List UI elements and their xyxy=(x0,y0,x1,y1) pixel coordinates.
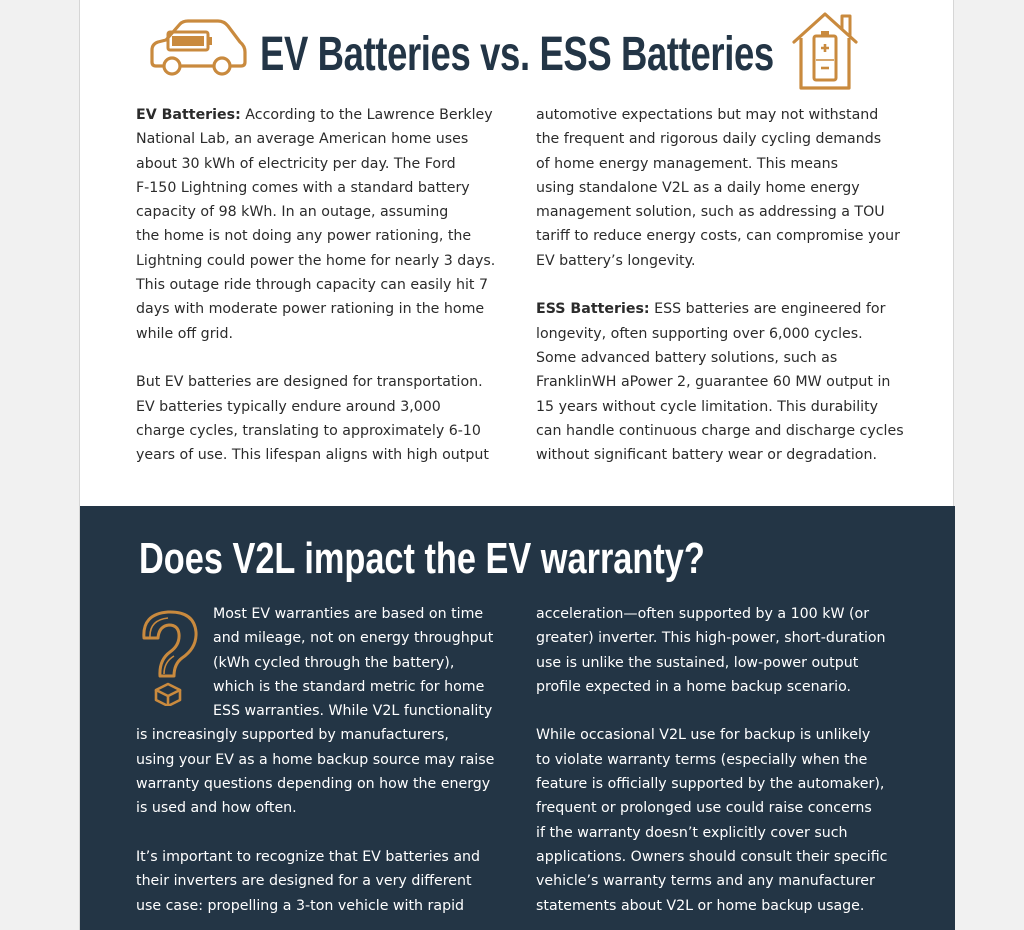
text-line: warranty questions depending on how the … xyxy=(136,776,491,793)
warranty-paragraph-2: It’s important to recognize that EV batt… xyxy=(136,845,506,918)
text-line: capacity of 98 kWh. In an outage, assumi… xyxy=(136,204,449,221)
text-line: It’s important to recognize that EV batt… xyxy=(136,848,481,865)
text-line: use case: propelling a 3-ton vehicle wit… xyxy=(136,897,465,914)
text-line: (kWh cycled through the battery), xyxy=(213,654,455,671)
warranty-heading: Does V2L impact the EV warranty? xyxy=(139,534,705,583)
text-line: can handle continuous charge and dischar… xyxy=(536,422,904,439)
text-line: 15 years without cycle limitation. This … xyxy=(536,398,879,415)
ev-car-battery-icon xyxy=(150,19,247,76)
ev-batteries-label: EV Batteries: xyxy=(136,107,241,123)
text-line: if the warranty doesn’t explicitly cover… xyxy=(536,824,848,841)
left-column: EV Batteries: According to the Lawrence … xyxy=(136,103,506,467)
text-line: National Lab, an average American home u… xyxy=(136,131,469,148)
text-line: ESS batteries are engineered for xyxy=(649,301,886,318)
text-line: without significant battery wear or degr… xyxy=(536,447,877,464)
text-line: the frequent and rigorous daily cycling … xyxy=(536,131,882,148)
text-line: applications. Owners should consult thei… xyxy=(536,848,888,865)
text-line: is increasingly supported by manufacture… xyxy=(136,727,449,744)
text-line: acceleration—often supported by a 100 kW… xyxy=(536,606,870,622)
text-line: According to the Lawrence Berkley xyxy=(240,107,493,123)
text-line: FranklinWH aPower 2, guarantee 60 MW out… xyxy=(536,374,891,391)
text-line: which is the standard metric for home xyxy=(213,678,485,695)
text-line: EV batteries typically endure around 3,0… xyxy=(136,398,441,415)
text-line: years of use. This lifespan aligns with … xyxy=(136,447,489,464)
text-line: profile expected in a home backup scenar… xyxy=(536,678,852,695)
text-line: greater) inverter. This high-power, shor… xyxy=(536,630,886,647)
text-line: tariff to reduce energy costs, can compr… xyxy=(536,228,900,245)
ev-vs-ess-section: EV Batteries vs. ESS Batteries EV Batter… xyxy=(80,0,955,506)
warranty-paragraph-1: Most EV warranties are based on time and … xyxy=(136,602,506,821)
text-line: vehicle’s warranty terms and any manufac… xyxy=(536,873,875,890)
text-line: using standalone V2L as a daily home ene… xyxy=(536,179,860,196)
warranty-section: Does V2L impact the EV warranty? Most EV… xyxy=(80,506,955,930)
text-line: statements about V2L or home backup usag… xyxy=(536,897,865,914)
text-line: EV battery’s longevity. xyxy=(536,252,696,269)
text-line: days with moderate power rationing in th… xyxy=(136,301,485,318)
text-line: charge cycles, translating to approximat… xyxy=(136,422,481,439)
text-line: This outage ride through capacity can ea… xyxy=(136,277,488,294)
text-line: the home is not doing any power rationin… xyxy=(136,228,472,245)
text-line: F-150 Lightning comes with a standard ba… xyxy=(136,179,470,196)
text-line: Some advanced battery solutions, such as xyxy=(536,349,838,366)
text-line: automotive expectations but may not with… xyxy=(536,107,879,123)
text-line: to violate warranty terms (especially wh… xyxy=(536,751,868,768)
indented-lines: Most EV warranties are based on time and … xyxy=(136,602,506,723)
page-title: EV Batteries vs. ESS Batteries xyxy=(260,28,774,81)
warranty-paragraph-3: While occasional V2L use for backup is u… xyxy=(536,723,906,917)
text-line: is used and how often. xyxy=(136,800,297,817)
text-line: But EV batteries are designed for transp… xyxy=(136,374,483,391)
text-line: about 30 kWh of electricity per day. The… xyxy=(136,155,456,172)
warranty-left-column: Most EV warranties are based on time and … xyxy=(136,602,506,918)
text-line: using your EV as a home backup source ma… xyxy=(136,751,495,768)
warranty-paragraph-2-continued: acceleration—often supported by a 100 kW… xyxy=(536,602,906,699)
ev-design-paragraph: But EV batteries are designed for transp… xyxy=(136,370,506,467)
text-line: their inverters are designed for a very … xyxy=(136,873,472,890)
text-line: of home energy management. This means xyxy=(536,155,839,172)
right-column: automotive expectations but may not with… xyxy=(536,103,906,467)
home-battery-icon xyxy=(792,12,858,90)
ev-design-paragraph-continued: automotive expectations but may not with… xyxy=(536,103,906,273)
text-line: longevity, often supporting over 6,000 c… xyxy=(536,325,863,342)
text-line: while off grid. xyxy=(136,325,233,342)
text-line: feature is officially supported by the a… xyxy=(536,776,885,793)
text-line: Most EV warranties are based on time xyxy=(213,606,484,622)
question-mark-icon xyxy=(142,610,198,706)
text-line: Lightning could power the home for nearl… xyxy=(136,252,496,269)
text-line: management solution, such as addressing … xyxy=(536,204,885,221)
ess-batteries-label: ESS Batteries: xyxy=(536,301,650,318)
text-line: use is unlike the sustained, low-power o… xyxy=(536,654,859,671)
warranty-right-column: acceleration—often supported by a 100 kW… xyxy=(536,602,906,918)
ev-batteries-paragraph: EV Batteries: According to the Lawrence … xyxy=(136,103,506,346)
text-line: frequent or prolonged use could raise co… xyxy=(536,800,872,817)
text-line: and mileage, not on energy throughput xyxy=(213,630,494,647)
document-page: EV Batteries vs. ESS Batteries EV Batter… xyxy=(79,0,955,930)
text-line: While occasional V2L use for backup is u… xyxy=(536,727,871,744)
text-line: ESS warranties. While V2L functionality xyxy=(213,703,493,720)
ess-batteries-paragraph: ESS Batteries: ESS batteries are enginee… xyxy=(536,297,906,467)
